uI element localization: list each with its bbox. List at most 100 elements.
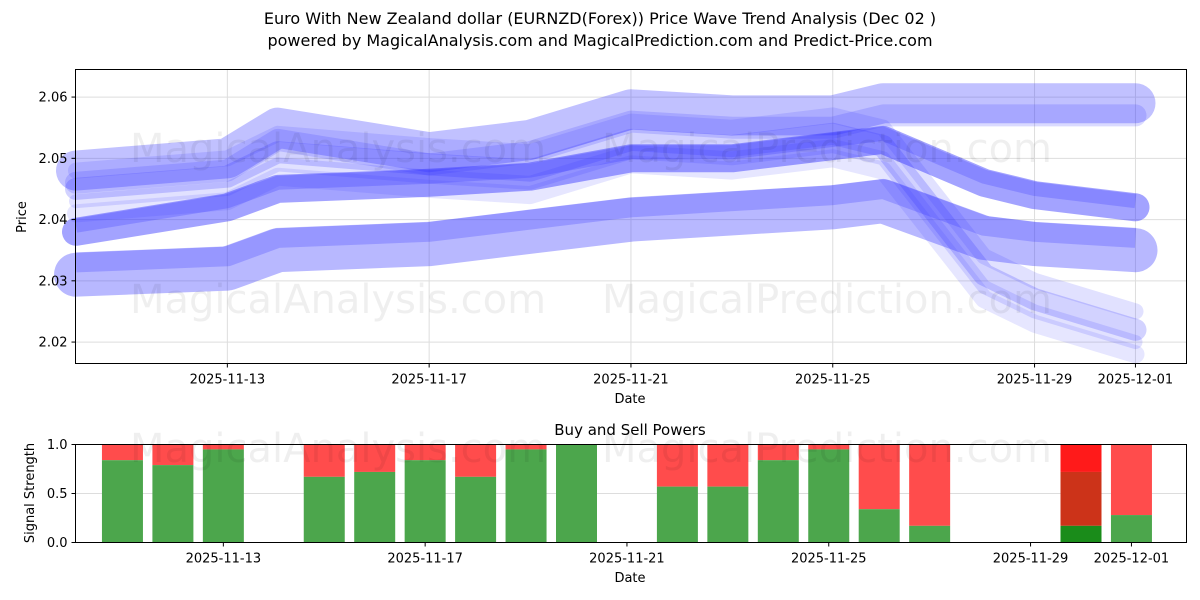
sell-bar (505, 444, 547, 450)
wave-band (65, 104, 1147, 194)
watermark-magicalanalysis: MagicalAnalysis.com (130, 126, 546, 172)
bar-2025-11-12 (152, 444, 194, 543)
signal-x-label: Date (614, 571, 645, 586)
y-tick-label: 2.06 (39, 91, 68, 106)
wave-band (54, 179, 1158, 297)
wave-band (75, 178, 1137, 273)
price-wave-bands (54, 83, 1158, 364)
x-tick-label: 2025-12-01 (1098, 373, 1174, 388)
wave-band (69, 139, 1143, 350)
x-tick-label: 2025-11-13 (190, 373, 266, 388)
buy-bar (152, 465, 194, 543)
buy-bar (757, 460, 799, 543)
bar-2025-11-18 (455, 444, 497, 543)
wave-band (68, 107, 1144, 320)
buy-sell-title: Buy and Sell Powers (554, 421, 706, 439)
sell-bar (202, 444, 244, 450)
buy-bar (808, 449, 850, 543)
sell-bar (707, 444, 749, 487)
bar-2025-11-24 (757, 444, 799, 543)
watermark-magicalprediction: MagicalPrediction.com (602, 426, 1052, 472)
sell-bar (101, 444, 143, 461)
bar-2025-11-23 (707, 444, 749, 543)
signal-x-axis: 2025-11-13 2025-11-17 2025-11-21 2025-11-25… (186, 542, 1170, 567)
price-y-label: Price (15, 201, 30, 233)
buy-bar (455, 476, 497, 543)
chart-title: Euro With New Zealand dollar (EURNZD(For… (263, 9, 937, 28)
bar-2025-11-13 (202, 444, 244, 543)
buy-sell-bars (101, 444, 1152, 543)
sell-bar (656, 444, 698, 487)
sell-bar (354, 444, 396, 472)
bar-2025-11-25 (808, 444, 850, 543)
price-grid (75, 69, 1187, 364)
x-tick-label: 2025-11-17 (391, 373, 467, 388)
watermark-top: MagicalAnalysis.com MagicalPrediction.co… (130, 126, 1052, 323)
price-x-axis: 2025-11-13 2025-11-17 2025-11-21 2025-11-25… (190, 363, 1174, 388)
sell-bar (152, 444, 194, 466)
bar-2025-11-30 (1060, 444, 1102, 543)
x-tick-label: 2025-11-29 (993, 552, 1069, 567)
wave-band (56, 83, 1156, 191)
y-tick-label: 1.0 (47, 438, 68, 453)
bar-2025-11-16 (354, 444, 396, 543)
sell-bar (455, 444, 497, 477)
y-tick-label: 2.03 (39, 274, 68, 289)
bar-2025-11-19 (505, 444, 547, 543)
watermark-magicalprediction: MagicalPrediction.com (602, 126, 1052, 172)
buy-bar (556, 444, 597, 543)
x-tick-label: 2025-11-21 (589, 552, 665, 567)
x-tick-label: 2025-11-13 (186, 552, 262, 567)
x-tick-label: 2025-11-25 (795, 373, 871, 388)
buy-bar (1110, 515, 1152, 543)
sell-bar (808, 444, 850, 450)
x-tick-label: 2025-11-21 (593, 373, 669, 388)
sell-bar (1110, 444, 1152, 516)
wave-band (65, 122, 1147, 341)
sell-bar (404, 444, 446, 461)
sell-bar (757, 444, 799, 461)
buy-bar (101, 460, 143, 543)
watermark-magicalanalysis: MagicalAnalysis.com (130, 426, 546, 472)
bar-2025-11-11 (101, 444, 143, 543)
chart-subtitle: powered by MagicalAnalysis.com and Magic… (267, 31, 933, 50)
price-x-label: Date (614, 392, 645, 407)
wave-band (74, 126, 1137, 233)
y-tick-label: 2.04 (39, 213, 68, 228)
buy-bar (505, 449, 547, 543)
signal-y-label: Signal Strength (23, 443, 38, 543)
x-tick-label: 2025-11-25 (791, 552, 867, 567)
buy-bar (656, 486, 698, 543)
buy-bar (354, 471, 396, 543)
bar-2025-11-20 (556, 444, 597, 543)
sell-bar (858, 444, 900, 510)
buy-bar (1060, 525, 1102, 543)
y-tick-label: 2.02 (39, 336, 68, 351)
watermark-magicalanalysis: MagicalAnalysis.com (130, 277, 546, 323)
watermark-bottom: MagicalAnalysis.com MagicalPrediction.co… (130, 426, 1052, 472)
signal-y-axis: 0.0 0.5 1.0 (47, 438, 76, 551)
sell-bar (1060, 471, 1102, 526)
buy-bar (858, 509, 900, 543)
sell-bar (1060, 444, 1102, 472)
price-y-axis: 2.02 2.03 2.04 2.05 2.06 (39, 91, 76, 351)
bar-2025-11-26 (858, 444, 900, 543)
bar-2025-11-17 (404, 444, 446, 543)
buy-bar (707, 486, 749, 543)
buy-bar (202, 449, 244, 543)
sell-bar (303, 444, 345, 477)
bar-2025-11-22 (656, 444, 698, 543)
watermark-magicalprediction: MagicalPrediction.com (602, 277, 1052, 323)
sell-bar (909, 444, 951, 526)
buy-bar (404, 460, 446, 543)
y-tick-label: 0.5 (47, 487, 68, 502)
bar-2025-12-01 (1110, 444, 1152, 543)
x-tick-label: 2025-11-29 (997, 373, 1073, 388)
bar-2025-11-27 (909, 444, 951, 543)
y-tick-label: 0.0 (47, 536, 68, 551)
wave-band (62, 125, 1150, 246)
x-tick-label: 2025-11-17 (387, 552, 463, 567)
wave-band (67, 149, 1145, 364)
x-tick-label: 2025-12-01 (1094, 552, 1170, 567)
